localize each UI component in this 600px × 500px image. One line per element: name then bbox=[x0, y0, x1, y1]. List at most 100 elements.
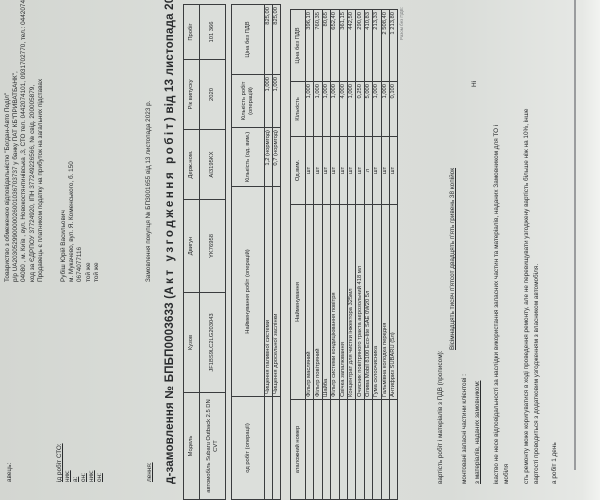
vehicle-header-cell: Модель bbox=[183, 392, 200, 500]
parts-cell: Очисник повітряного тракта аерозольний 4… bbox=[355, 204, 365, 400]
works-cell bbox=[272, 396, 281, 500]
total-words: Вісімнадцять тисяч п'ятсот двадцять п'ят… bbox=[449, 167, 456, 350]
parts-cell: 361,15 bbox=[339, 9, 348, 82]
parts-header-cell: аталожний номер bbox=[290, 399, 306, 500]
parts-cell bbox=[355, 399, 365, 500]
vehicle-header-cell: Двигун bbox=[183, 199, 200, 293]
parts-cell bbox=[389, 399, 398, 500]
label-recipient: он: bbox=[96, 473, 103, 482]
parts-cell: шт bbox=[313, 136, 323, 205]
table-row: Концентрат для чистки інжектора 325мл шт 1… bbox=[347, 9, 356, 500]
parts-cell: Фільтр системи кондиціювання повітря bbox=[330, 204, 340, 400]
duration: а робіт 1 день bbox=[551, 442, 558, 484]
label-place: ід робіт СТО: bbox=[56, 443, 63, 482]
parts-cell bbox=[322, 399, 331, 500]
works-header-row: од робіт (операції) Найменування робіт (о… bbox=[231, 4, 265, 500]
parts-cell: шт bbox=[339, 136, 348, 205]
supplier-line: код за ЄДРПОУ 37724920, ІПН 377249226566… bbox=[29, 84, 36, 282]
works-cell: 1,000 bbox=[272, 74, 281, 128]
parts-cell: л bbox=[364, 136, 373, 205]
parts-cell: 1,000 bbox=[381, 81, 390, 137]
works-cell: 825,00 bbox=[272, 4, 281, 75]
parts-cell: 290,00 bbox=[355, 9, 365, 82]
parts-cell: 1,000 bbox=[313, 81, 323, 137]
parts-cell: 0,250 bbox=[355, 81, 365, 137]
works-header-cell: од робіт (операції) bbox=[231, 396, 265, 500]
parts-cell: 1 213,80 bbox=[389, 9, 398, 82]
parts-cell: 652,40 bbox=[330, 9, 340, 82]
page-title: д-замовлення № БПБП0003633 (Акт узгоджен… bbox=[164, 0, 176, 484]
supplier-line: р/р UA203052990000026001036703737 у банк… bbox=[12, 71, 19, 282]
table-row: Антифриз SUBARU (5л) шт 0,100 1 213,80 bbox=[389, 9, 398, 500]
vehicle-value-row: автомобіль Subaru Outback 2.5 DN CVT JF1B… bbox=[199, 4, 226, 500]
parts-cell bbox=[313, 399, 323, 500]
parts-cell: 2 508,40 bbox=[381, 9, 390, 82]
parts-cell: шт bbox=[372, 136, 382, 205]
table-row: Чищення дросельної заслінки 0,7 (нормгод)… bbox=[272, 4, 281, 500]
parts-table: аталожний номер Найменування Од.вим. Кількі… bbox=[290, 9, 398, 500]
label-address: а: bbox=[72, 476, 79, 482]
parts-cell: 4,000 bbox=[339, 81, 348, 137]
parts-cell: 80,65 bbox=[322, 9, 331, 82]
total-words-label: вартість робіт і матеріалів з ПДВ (пропи… bbox=[437, 350, 444, 484]
title-tail: ) від 13 листопада 2023 р. bbox=[164, 0, 176, 121]
works-cell: 1,000 bbox=[264, 74, 273, 128]
vehicle-header-cell: Держ.ном. bbox=[183, 129, 200, 200]
works-header-cell: Кількість робіт (операцій) bbox=[231, 74, 265, 128]
table-row: Олива Mobil 8100 Eco-lite SAE 0W20 5л л 5,… bbox=[364, 9, 373, 500]
vehicle-value-cell: AI3195KX bbox=[199, 129, 226, 200]
parts-cell: Фільтр масляний bbox=[305, 204, 314, 400]
parts-cell: шт bbox=[305, 136, 314, 205]
table-row: Свічка запалювання шт 4,000 361,15 bbox=[339, 9, 348, 500]
parts-cell: шт bbox=[355, 136, 365, 205]
works-cell bbox=[264, 396, 273, 500]
table-row: Чищення паливної системи 1,2 (нормгод) 1,0… bbox=[264, 4, 273, 500]
supplier-line: Продавець є платником податку на прибуто… bbox=[37, 78, 44, 282]
parts-cell: 396,10 bbox=[305, 9, 314, 82]
parts-cell: шт bbox=[389, 136, 398, 205]
table-row: Гальмівна колодка передня шт 1,000 2 508,40 bbox=[381, 9, 390, 500]
parts-cell: 1,000 bbox=[347, 81, 356, 137]
label-order: лення: bbox=[146, 462, 153, 482]
table-row: Очисник повітряного тракта аерозольний 4… bbox=[355, 9, 365, 500]
vehicle-value-cell: 2020 bbox=[199, 59, 226, 130]
customer-recipient: той же bbox=[93, 262, 100, 282]
disclaimer-2: сть ремонту може коригуватися в ході про… bbox=[523, 108, 530, 484]
vehicle-header-cell: Кузов bbox=[183, 292, 200, 393]
parts-cell: Шайба bbox=[322, 204, 331, 400]
vehicle-value-cell: 101 366 bbox=[199, 4, 226, 60]
parts-cell bbox=[330, 399, 340, 500]
title-main: д-замовлення № БПБП0003633 ( bbox=[164, 294, 176, 484]
disclaimer-1: ікаство не несе відповідальності за насл… bbox=[493, 124, 500, 484]
vehicle-header-cell: Рік випуску bbox=[183, 59, 200, 130]
customer-payer: той же bbox=[85, 262, 92, 282]
table-row: Фільтр повітряний шт 1,000 760,35 bbox=[313, 9, 323, 500]
parts-cell: Фільтр повітряний bbox=[313, 204, 323, 400]
parts-cell: шт bbox=[330, 136, 340, 205]
order-reference: Замовлення покупця № БПЗ001655 від 13 ли… bbox=[145, 100, 152, 282]
label-phone: он: bbox=[80, 473, 87, 482]
parts-cell: 1,000 bbox=[322, 81, 331, 137]
works-cell: 0,7 (нормгод) bbox=[272, 127, 281, 187]
customer-phone: 0674077116 bbox=[76, 246, 83, 282]
works-cell: 825,00 bbox=[264, 4, 273, 75]
vehicle-value-cell: YK76958 bbox=[199, 199, 226, 293]
parts-cell: Гума склоочисника bbox=[372, 204, 382, 400]
customer-address: м. Мукачево, вул. Я. Коменського, б. 150 bbox=[68, 161, 75, 282]
parts-cell: 1,000 bbox=[372, 81, 382, 137]
works-header-cell: Найменування робіт (операцій) bbox=[231, 186, 265, 397]
label-payer: ник: bbox=[88, 470, 95, 482]
disclaimer-2b: вартості проводиться з додатковим узгодж… bbox=[533, 263, 540, 484]
vehicle-table: Модель Кузов Двигун Держ.ном. Рік випуску Про… bbox=[183, 4, 226, 500]
parts-header-cell: Кількість bbox=[290, 81, 306, 137]
works-cell: Чищення паливної системи bbox=[264, 186, 273, 397]
label-customer: ник: bbox=[64, 470, 71, 482]
document-page: авець: Товариство з обмеженою відповідал… bbox=[4, 0, 576, 500]
parts-cell: Антифриз SUBARU (5л) bbox=[389, 204, 398, 400]
customer-materials-label: з матеріалів, наданих замовником: bbox=[474, 380, 481, 485]
fine-print-line bbox=[574, 0, 576, 470]
parts-cell: 5,000 bbox=[364, 81, 373, 137]
parts-cell bbox=[339, 399, 348, 500]
parts-cell: 1,000 bbox=[330, 81, 340, 137]
vehicle-header-row: Модель Кузов Двигун Держ.ном. Рік випуску Про… bbox=[183, 4, 200, 500]
